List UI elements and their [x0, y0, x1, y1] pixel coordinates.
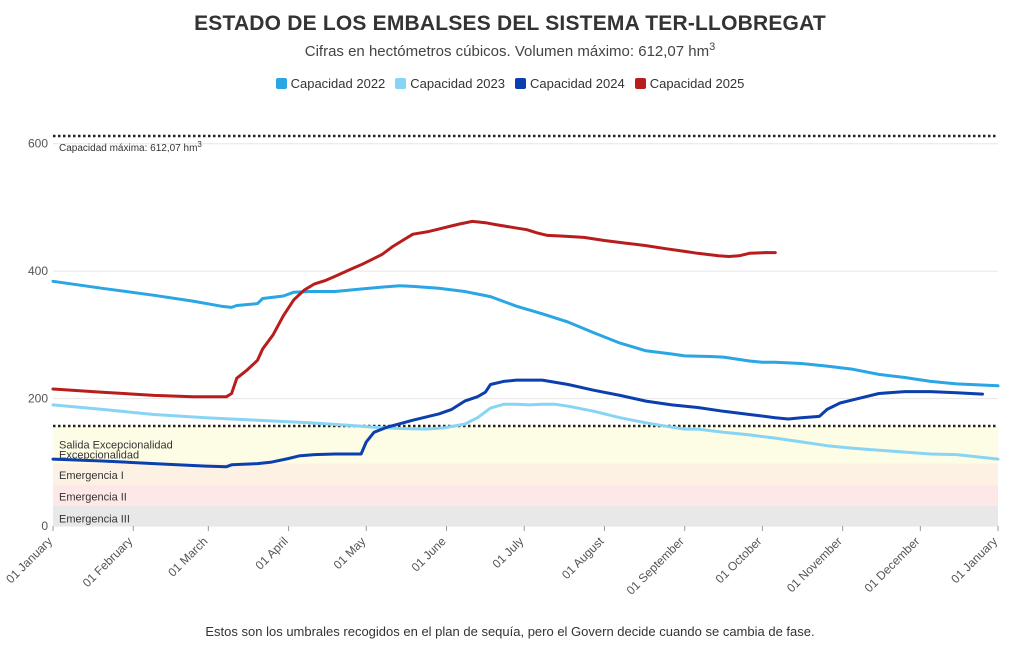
band-label-emergencia-i: Emergencia I	[59, 470, 124, 482]
legend-label-2022: Capacidad 2022	[290, 76, 386, 91]
chart-subtitle-sup: 3	[709, 41, 716, 53]
x-tick-label-1: 01 February	[80, 534, 136, 590]
chart-legend: Capacidad 2022 Capacidad 2023 Capacidad …	[0, 76, 1020, 91]
chart-subtitle: Cifras en hectómetros cúbicos. Volumen m…	[0, 41, 1020, 60]
band-label-emergencia-ii: Emergencia II	[59, 492, 127, 504]
chart-title: ESTADO DE LOS EMBALSES DEL SISTEMA TER-L…	[194, 12, 826, 35]
legend-item-2025[interactable]: Capacidad 2025	[634, 76, 745, 91]
legend-label-2024: Capacidad 2024	[530, 76, 625, 91]
x-tick-label-3: 01 April	[253, 534, 291, 572]
series-line-2022	[51, 279, 1000, 388]
band-emergencia-ii	[53, 484, 998, 506]
x-tick-label-2: 01 March	[165, 534, 210, 579]
y-tick-label-0: 0	[41, 519, 48, 533]
x-tick-label-8: 01 September	[624, 534, 687, 597]
legend-swatch-2024	[515, 78, 526, 89]
legend-label-2023: Capacidad 2023	[410, 76, 505, 91]
legend-item-2024[interactable]: Capacidad 2024	[515, 76, 625, 91]
series-line-2025	[51, 219, 777, 399]
x-tick-label-10: 01 November	[784, 534, 845, 595]
band-excepcionalidad	[53, 435, 998, 464]
legend-swatch-2025	[634, 78, 646, 89]
band-emergencia-iii	[53, 505, 998, 526]
legend-label-2025: Capacidad 2025	[649, 76, 745, 91]
legend-item-2022[interactable]: Capacidad 2022	[275, 76, 386, 91]
max-capacity-label-sup: 3	[197, 140, 202, 149]
y-tick-label-400: 400	[28, 264, 48, 278]
x-tick-label-5: 01 June	[409, 534, 449, 574]
x-tick-label-11: 01 December	[862, 534, 923, 595]
band-label-salida-excepcionalidad: Salida Excepcionalidad	[59, 439, 173, 451]
x-tick-label-12: 01 January	[948, 534, 1000, 586]
y-tick-label-600: 600	[28, 137, 48, 151]
x-tick-label-0: 01 January	[3, 534, 55, 586]
series-line-2024	[51, 378, 984, 469]
legend-swatch-2022	[275, 78, 287, 89]
legend-swatch-2023	[395, 78, 407, 89]
chart-footnote: Estos son los umbrales recogidos en el p…	[205, 624, 815, 639]
band-label-emergencia-iii: Emergencia III	[59, 513, 130, 525]
y-tick-label-200: 200	[28, 392, 48, 406]
legend-item-2023[interactable]: Capacidad 2023	[395, 76, 505, 91]
band-salida-excepcionalidad	[53, 425, 998, 436]
series-line-2023	[51, 402, 1000, 461]
x-tick-label-4: 01 May	[331, 534, 369, 572]
x-tick-label-6: 01 July	[490, 534, 527, 571]
x-tick-label-9: 01 October	[713, 534, 765, 586]
band-emergencia-i	[53, 463, 998, 485]
max-capacity-label: Capacidad máxima: 612,07 hm3	[59, 140, 202, 154]
x-tick-label-7: 01 August	[559, 534, 607, 582]
chart-subtitle-text: Cifras en hectómetros cúbicos. Volumen m…	[304, 43, 710, 60]
